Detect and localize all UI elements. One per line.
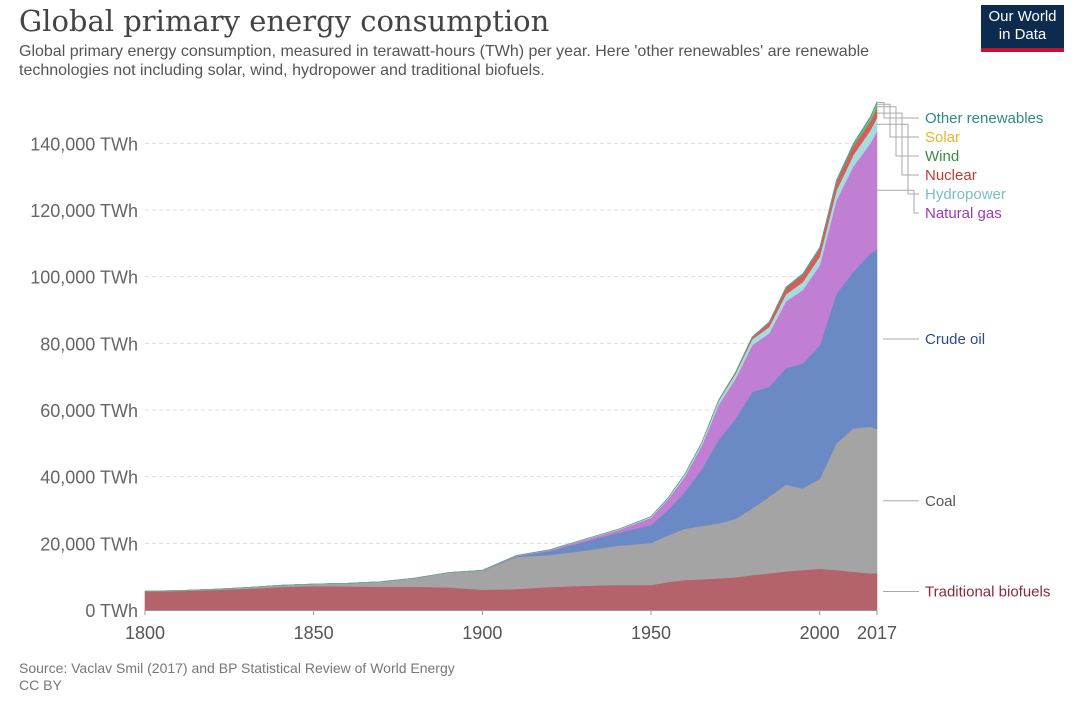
y-tick-label: 120,000 TWh: [30, 201, 138, 221]
series-label-traditional-biofuels: Traditional biofuels: [925, 584, 1050, 601]
x-tick-label: 1900: [462, 623, 502, 643]
series-label-hydropower: Hydropower: [925, 186, 1006, 203]
y-tick-label: 0 TWh: [85, 601, 138, 621]
series-label-solar: Solar: [925, 129, 960, 146]
series-label-coal: Coal: [925, 493, 956, 510]
y-tick-label: 60,000 TWh: [40, 401, 138, 421]
chart-subtitle: Global primary energy consumption, measu…: [19, 43, 870, 79]
leader-line: [877, 106, 919, 157]
leader-line: [877, 123, 919, 195]
series-label-nuclear: Nuclear: [925, 167, 977, 184]
source-note: Source: Vaclav Smil (2017) and BP Statis…: [19, 660, 455, 676]
license-note: CC BY: [19, 677, 62, 693]
y-tick-label: 40,000 TWh: [40, 468, 138, 488]
y-tick-label: 80,000 TWh: [40, 334, 138, 354]
x-tick-label: 2017: [857, 623, 897, 643]
owid-logo[interactable]: Our World in Data: [981, 5, 1064, 52]
series-label-natural-gas: Natural gas: [925, 205, 1002, 222]
axes: 0 TWh 20,000 TWh 40,000 TWh 60,000 TWh 80,00…: [30, 134, 897, 643]
series-label-crude-oil: Crude oil: [925, 331, 985, 348]
series-label-wind: Wind: [925, 148, 959, 165]
series-label-other-renewables: Other renewables: [925, 110, 1043, 127]
y-tick-label: 20,000 TWh: [40, 534, 138, 554]
leader-line: [877, 103, 919, 138]
leader-line: [877, 112, 919, 176]
leader-line: [877, 102, 919, 119]
chart-title: Global primary energy consumption: [19, 4, 550, 38]
logo-line-2: in Data: [998, 26, 1047, 43]
x-tick-label: 1800: [125, 623, 165, 643]
logo-line-1: Our World: [988, 8, 1057, 25]
y-tick-label: 100,000 TWh: [30, 268, 138, 288]
chart-footer: Source: Vaclav Smil (2017) and BP Statis…: [19, 660, 455, 694]
x-tick-label: 2000: [800, 623, 840, 643]
area-series: [144, 101, 878, 611]
leader-line: [877, 189, 919, 214]
y-tick-label: 140,000 TWh: [30, 134, 138, 154]
series-labels: Other renewables Solar Wind Nuclear Hydropow…: [877, 102, 1050, 601]
x-tick-label: 1850: [294, 623, 334, 643]
x-tick-label: 1950: [631, 623, 671, 643]
